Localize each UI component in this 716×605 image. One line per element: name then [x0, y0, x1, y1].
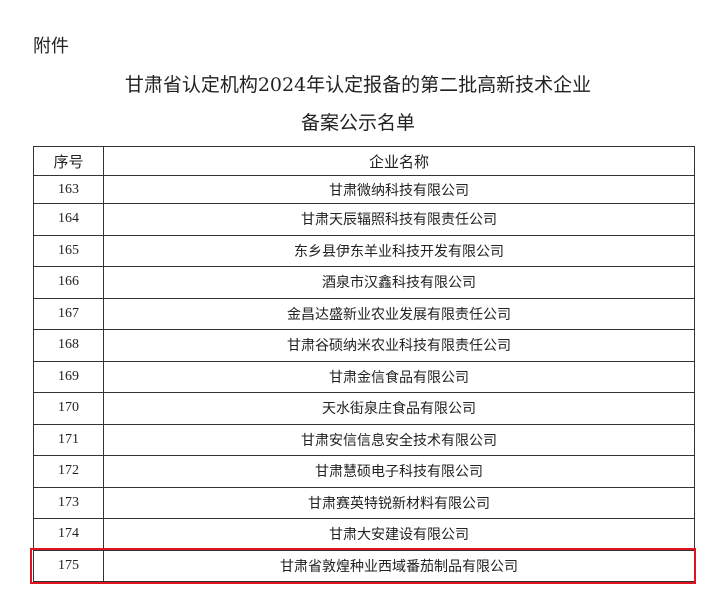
serial-number-cell: 163 [33, 175, 104, 204]
document-subtitle: 备案公示名单 [300, 112, 415, 134]
serial-number-cell: 165 [33, 234, 104, 267]
company-name-cell: 甘肃安信信息安全技术有限公司 [103, 423, 695, 456]
serial-number-cell: 172 [33, 455, 104, 488]
table-row: 169 甘肃金信食品有限公司 [33, 360, 695, 393]
serial-number-cell: 174 [33, 518, 104, 551]
serial-number-cell: 170 [33, 392, 104, 425]
table-row: 163 甘肃微纳科技有限公司 [33, 175, 695, 204]
company-name-cell: 甘肃赛英特锐新材料有限公司 [103, 486, 695, 519]
serial-number-cell: 173 [33, 486, 104, 519]
serial-number-cell: 171 [33, 423, 104, 456]
company-name-cell: 东乡县伊东羊业科技开发有限公司 [103, 234, 695, 267]
table-row: 175 甘肃省敦煌种业西域番茄制品有限公司 [33, 549, 695, 582]
table-header-row: 序号 企业名称 [33, 146, 695, 176]
company-name-cell: 金昌达盛新业农业发展有限责任公司 [103, 297, 695, 330]
document-title: 甘肃省认定机构2024年认定报备的第二批高新技术企业 [124, 74, 592, 96]
company-table: 序号 企业名称 163 甘肃微纳科技有限公司 164 甘肃天辰辐照科技有限责任公司 16… [33, 146, 695, 582]
header-company-name: 企业名称 [103, 146, 695, 176]
serial-number-cell: 169 [33, 360, 104, 393]
table-row: 171 甘肃安信信息安全技术有限公司 [33, 423, 695, 456]
table-row: 167 金昌达盛新业农业发展有限责任公司 [33, 297, 695, 330]
serial-number-cell: 175 [33, 549, 104, 582]
company-name-cell: 甘肃大安建设有限公司 [103, 518, 695, 551]
serial-number-cell: 164 [33, 203, 104, 236]
table-row: 174 甘肃大安建设有限公司 [33, 518, 695, 551]
company-name-cell: 天水街泉庄食品有限公司 [103, 392, 695, 425]
company-name-cell: 甘肃微纳科技有限公司 [103, 175, 695, 204]
company-name-cell: 酒泉市汉鑫科技有限公司 [103, 266, 695, 299]
table-row: 168 甘肃谷硕纳米农业科技有限责任公司 [33, 329, 695, 362]
table-row: 164 甘肃天辰辐照科技有限责任公司 [33, 203, 695, 236]
company-name-cell: 甘肃慧硕电子科技有限公司 [103, 455, 695, 488]
company-name-cell: 甘肃天辰辐照科技有限责任公司 [103, 203, 695, 236]
header-serial-number: 序号 [33, 146, 104, 176]
serial-number-cell: 167 [33, 297, 104, 330]
serial-number-cell: 166 [33, 266, 104, 299]
company-name-cell: 甘肃省敦煌种业西域番茄制品有限公司 [103, 549, 695, 582]
table-row: 170 天水街泉庄食品有限公司 [33, 392, 695, 425]
table-row: 166 酒泉市汉鑫科技有限公司 [33, 266, 695, 299]
table-row: 173 甘肃赛英特锐新材料有限公司 [33, 486, 695, 519]
company-name-cell: 甘肃谷硕纳米农业科技有限责任公司 [103, 329, 695, 362]
serial-number-cell: 168 [33, 329, 104, 362]
company-name-cell: 甘肃金信食品有限公司 [103, 360, 695, 393]
attachment-label: 附件 [33, 36, 69, 57]
table-row: 172 甘肃慧硕电子科技有限公司 [33, 455, 695, 488]
table-row: 165 东乡县伊东羊业科技开发有限公司 [33, 234, 695, 267]
